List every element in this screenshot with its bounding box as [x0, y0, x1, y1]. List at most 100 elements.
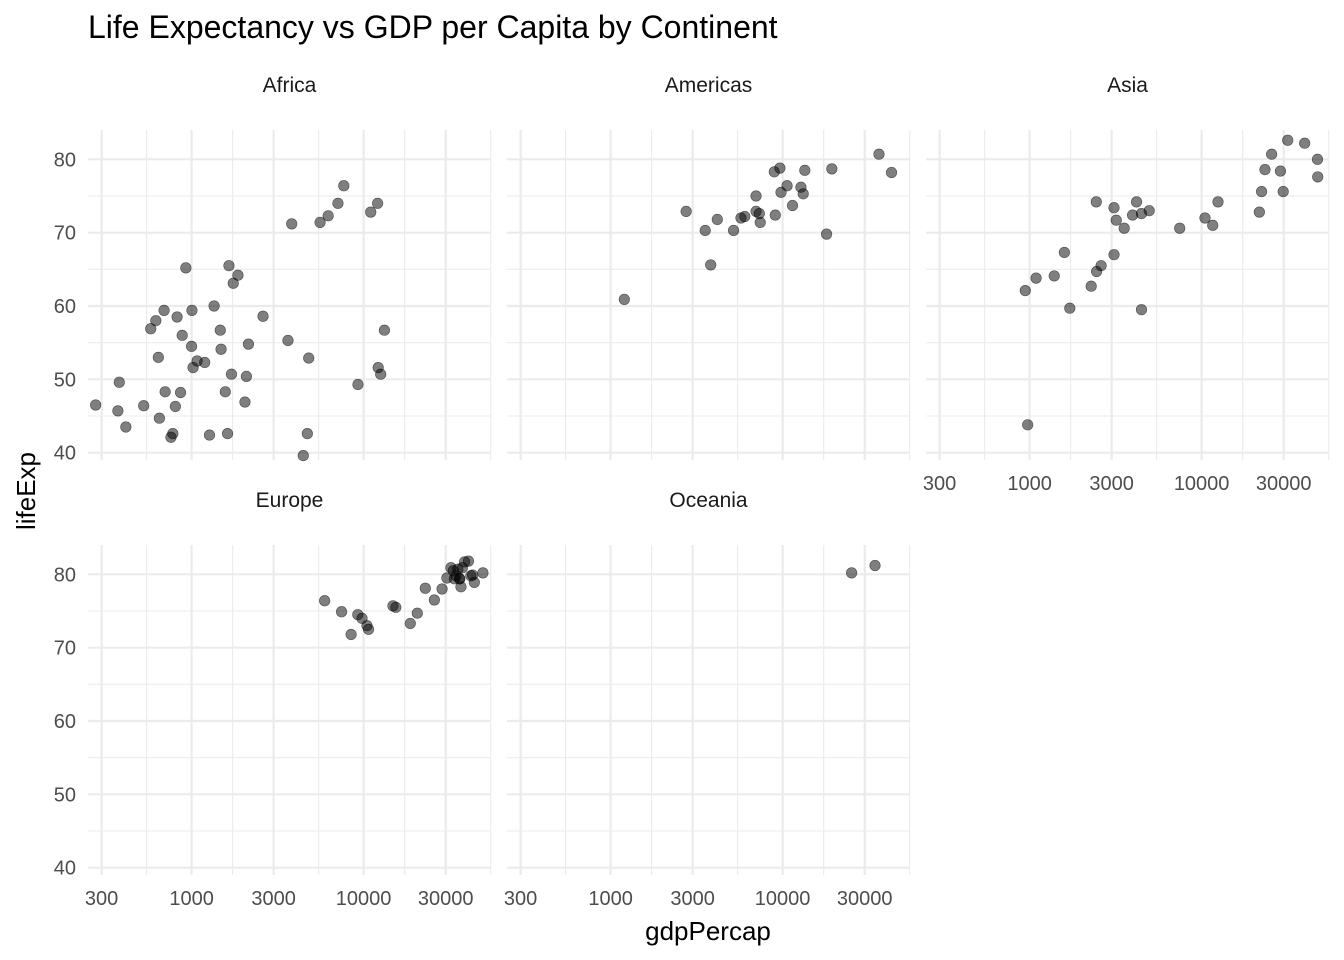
- y-tick-label: 40: [54, 858, 76, 880]
- data-point: [618, 293, 630, 306]
- data-point: [477, 567, 489, 579]
- facet-strip-label: Americas: [665, 74, 753, 97]
- data-point: [428, 594, 440, 606]
- data-point: [215, 343, 227, 355]
- data-point: [362, 623, 375, 635]
- data-point: [153, 412, 165, 424]
- facet-oceania: Oceania 300 1000 3000 10000 30000: [504, 489, 911, 910]
- data-point: [221, 428, 234, 440]
- panel-background: [926, 130, 1329, 460]
- facet-strip-label: Asia: [1107, 74, 1148, 97]
- x-tick-label: 3000: [1089, 473, 1134, 495]
- x-tick-label: 10000: [755, 888, 811, 910]
- y-tick-label: 70: [54, 638, 76, 660]
- data-point: [1312, 171, 1324, 183]
- data-point: [225, 368, 238, 380]
- data-point: [711, 213, 723, 226]
- data-point: [799, 164, 811, 176]
- data-point: [411, 607, 423, 619]
- data-point: [680, 205, 692, 217]
- data-point: [846, 567, 858, 579]
- data-point: [332, 197, 344, 209]
- data-point: [322, 210, 334, 222]
- data-point: [1253, 206, 1265, 218]
- data-point: [1135, 304, 1148, 316]
- x-tick-label: 1000: [1007, 473, 1052, 495]
- data-point: [1277, 186, 1289, 198]
- data-point: [150, 315, 162, 327]
- data-point: [301, 428, 313, 440]
- panel-background: [88, 545, 491, 875]
- data-point: [1143, 205, 1155, 217]
- panel-background: [507, 130, 910, 460]
- data-point: [781, 180, 793, 192]
- data-point: [120, 421, 132, 433]
- data-point: [319, 595, 331, 607]
- y-tick-label: 60: [54, 296, 76, 318]
- data-point: [113, 376, 125, 388]
- y-tick-label: 60: [54, 711, 76, 733]
- data-point: [739, 210, 751, 223]
- data-point: [797, 188, 809, 200]
- x-axis-title: gdpPercap: [645, 916, 771, 946]
- data-point: [1299, 137, 1311, 149]
- data-point: [869, 559, 881, 572]
- x-tick-label: 1000: [588, 888, 633, 910]
- data-point: [375, 368, 387, 380]
- data-point: [1199, 212, 1211, 224]
- data-point: [303, 352, 315, 364]
- x-tick-label: 1000: [169, 888, 214, 910]
- x-tick-label: 300: [923, 473, 956, 495]
- data-point: [286, 218, 298, 230]
- data-point: [352, 378, 364, 391]
- facet-strip-label: Africa: [263, 74, 317, 97]
- data-point: [1085, 280, 1097, 292]
- data-point: [774, 162, 786, 174]
- data-point: [180, 262, 192, 274]
- data-point: [820, 228, 833, 240]
- data-point: [1212, 196, 1224, 208]
- data-point: [314, 216, 326, 228]
- y-tick-label: 80: [54, 149, 76, 171]
- facet-europe: Europe 40 50 60 70 80 300 1000 3000 10000 30000: [54, 489, 492, 910]
- panel-background: [507, 545, 910, 875]
- data-point: [1118, 222, 1130, 234]
- data-point: [145, 323, 157, 335]
- y-axis-title: lifeExp: [11, 452, 41, 530]
- facet-americas: Americas: [507, 74, 911, 460]
- x-tick-label: 30000: [1256, 473, 1312, 495]
- data-point: [786, 199, 799, 212]
- data-point: [1259, 164, 1271, 176]
- data-point: [345, 628, 357, 641]
- y-tick-label: 50: [54, 784, 76, 806]
- data-point: [240, 370, 253, 383]
- data-point: [242, 338, 255, 350]
- facet-africa: Africa 40 50 60 70 80: [54, 74, 492, 465]
- data-point: [219, 386, 231, 398]
- y-tick-label: 50: [54, 369, 76, 391]
- data-point: [885, 166, 898, 179]
- data-point: [372, 197, 384, 209]
- data-point: [750, 190, 762, 202]
- data-point: [455, 581, 467, 593]
- data-point: [727, 224, 740, 237]
- data-point: [419, 582, 431, 594]
- data-point: [232, 269, 244, 281]
- data-point: [1022, 419, 1034, 431]
- data-point: [1174, 222, 1186, 234]
- panel-background: [88, 130, 491, 460]
- data-point: [436, 583, 448, 595]
- facet-strip-label: Oceania: [669, 489, 748, 512]
- data-point: [462, 555, 475, 567]
- data-point: [203, 429, 216, 441]
- x-tick-label: 30000: [418, 888, 474, 910]
- data-point: [257, 310, 269, 322]
- data-point: [1095, 260, 1107, 272]
- data-point: [158, 304, 170, 317]
- data-point: [167, 428, 179, 440]
- data-point: [705, 259, 717, 271]
- data-point: [138, 400, 150, 412]
- data-point: [208, 300, 220, 312]
- data-point: [1311, 153, 1324, 165]
